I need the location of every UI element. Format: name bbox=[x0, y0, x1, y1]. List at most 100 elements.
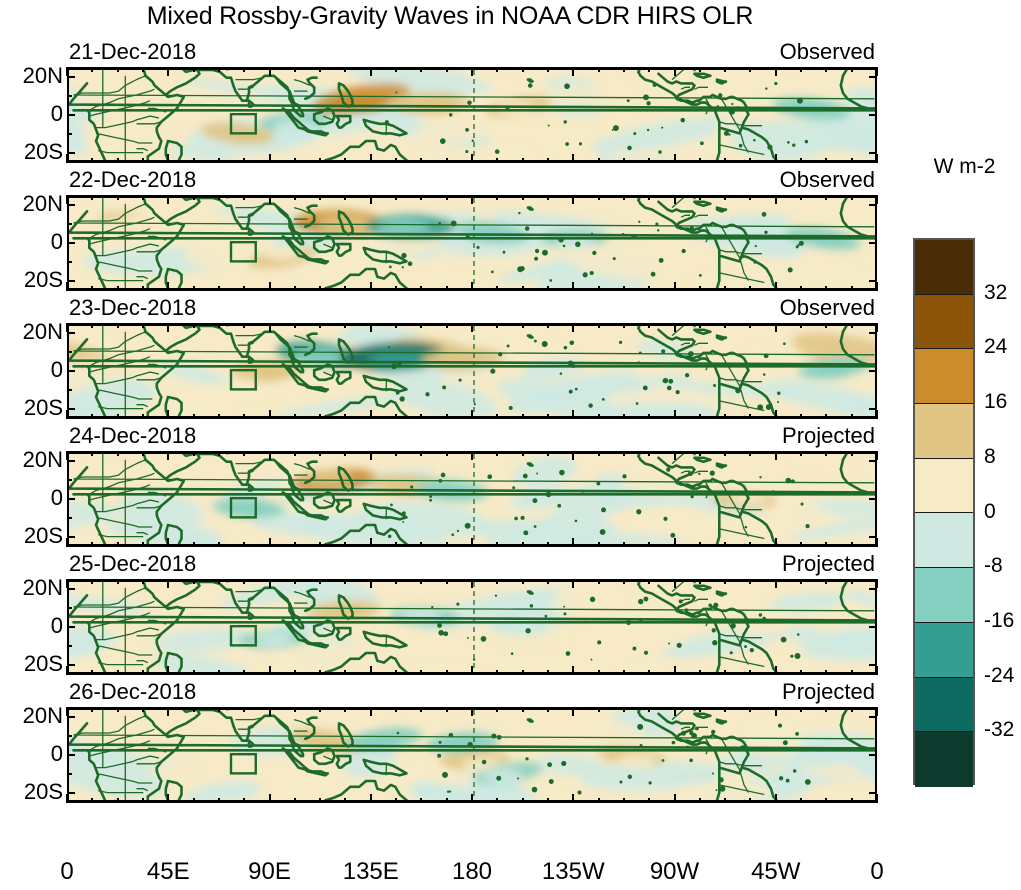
x-tick-major bbox=[66, 323, 68, 332]
x-tick-minor bbox=[597, 414, 600, 419]
x-tick-major bbox=[268, 67, 271, 76]
x-tick-minor bbox=[116, 542, 119, 547]
x-tick-minor bbox=[344, 195, 347, 200]
x-tick-minor bbox=[445, 542, 448, 547]
x-tick-major bbox=[471, 67, 473, 76]
y-axis-label: 20S bbox=[23, 395, 63, 421]
colorbar-tick-label: -8 bbox=[984, 554, 1003, 578]
x-tick-minor bbox=[546, 542, 549, 547]
map-canvas bbox=[67, 323, 877, 419]
x-tick-minor bbox=[597, 286, 600, 291]
y-tick bbox=[67, 370, 75, 372]
x-tick-minor bbox=[800, 158, 803, 163]
x-tick-minor bbox=[825, 542, 828, 547]
x-tick-major bbox=[673, 154, 676, 163]
x-tick-minor bbox=[496, 195, 499, 200]
region-box bbox=[229, 496, 257, 519]
x-tick-minor bbox=[420, 670, 423, 675]
x-tick-minor bbox=[344, 67, 347, 72]
x-tick-minor bbox=[192, 451, 195, 456]
colorbar bbox=[913, 238, 975, 787]
x-tick-major bbox=[268, 451, 271, 460]
x-tick-minor bbox=[597, 323, 600, 328]
x-axis-label: 90E bbox=[248, 858, 291, 885]
x-tick-major bbox=[774, 282, 777, 291]
x-tick-major bbox=[673, 323, 676, 332]
x-tick-minor bbox=[445, 451, 448, 456]
x-tick-minor bbox=[420, 451, 423, 456]
x-tick-minor bbox=[192, 158, 195, 163]
coastlines bbox=[69, 70, 875, 160]
x-tick-minor bbox=[850, 579, 853, 584]
x-tick-minor bbox=[698, 451, 701, 456]
colorbar-segment bbox=[915, 458, 973, 514]
x-tick-major bbox=[167, 538, 170, 547]
y-tick bbox=[67, 754, 75, 756]
x-tick-minor bbox=[141, 323, 144, 328]
y-tick bbox=[67, 498, 75, 500]
x-tick-minor bbox=[546, 798, 549, 803]
x-tick-minor bbox=[445, 195, 448, 200]
x-tick-minor bbox=[622, 798, 625, 803]
x-tick-minor bbox=[800, 195, 803, 200]
y-tick bbox=[869, 715, 877, 718]
x-tick-minor bbox=[724, 158, 727, 163]
x-tick-major bbox=[876, 323, 878, 332]
x-tick-major bbox=[876, 67, 878, 76]
x-tick-minor bbox=[141, 670, 144, 675]
x-tick-minor bbox=[648, 707, 651, 712]
x-tick-minor bbox=[395, 323, 398, 328]
x-tick-major bbox=[774, 154, 777, 163]
y-axis-label: 0 bbox=[50, 101, 63, 126]
x-tick-major bbox=[876, 666, 878, 675]
x-tick-minor bbox=[141, 579, 144, 584]
x-tick-minor bbox=[395, 158, 398, 163]
x-tick-major bbox=[673, 538, 676, 547]
x-tick-minor bbox=[622, 670, 625, 675]
x-tick-major bbox=[471, 323, 473, 332]
x-tick-minor bbox=[420, 542, 423, 547]
map-panel-1: 21-Dec-2018 Observed 20N 0 20S bbox=[23, 39, 878, 164]
x-tick-minor bbox=[749, 323, 752, 328]
x-tick-minor bbox=[293, 323, 296, 328]
x-tick-major bbox=[167, 410, 170, 419]
x-tick-minor bbox=[800, 414, 803, 419]
x-tick-major bbox=[167, 666, 170, 675]
x-tick-minor bbox=[192, 542, 195, 547]
x-tick-minor bbox=[648, 798, 651, 803]
x-axis-label: 90W bbox=[649, 858, 700, 885]
x-tick-minor bbox=[91, 542, 94, 547]
y-tick-minor bbox=[67, 645, 72, 648]
x-tick-major bbox=[471, 195, 473, 204]
x-tick-major bbox=[167, 195, 170, 204]
panel-status-label: Observed bbox=[779, 167, 875, 192]
x-tick-major bbox=[572, 451, 575, 460]
x-tick-major bbox=[572, 538, 575, 547]
x-tick-minor bbox=[217, 323, 220, 328]
x-tick-minor bbox=[217, 195, 220, 200]
x-tick-minor bbox=[116, 579, 119, 584]
x-tick-minor bbox=[597, 542, 600, 547]
x-tick-minor bbox=[192, 579, 195, 584]
x-tick-minor bbox=[749, 195, 752, 200]
x-tick-minor bbox=[91, 798, 94, 803]
x-tick-minor bbox=[395, 414, 398, 419]
figure-title: Mixed Rossby-Gravity Waves in NOAA CDR H… bbox=[146, 2, 754, 30]
x-tick-minor bbox=[116, 451, 119, 456]
x-tick-minor bbox=[496, 67, 499, 72]
x-tick-major bbox=[774, 579, 777, 588]
x-tick-minor bbox=[648, 542, 651, 547]
x-tick-major bbox=[673, 195, 676, 204]
x-tick-minor bbox=[91, 670, 94, 675]
x-tick-major bbox=[66, 579, 68, 588]
x-tick-minor bbox=[141, 451, 144, 456]
x-tick-minor bbox=[243, 707, 246, 712]
x-tick-minor bbox=[116, 323, 119, 328]
y-tick bbox=[67, 331, 75, 334]
x-tick-minor bbox=[800, 798, 803, 803]
x-tick-minor bbox=[648, 670, 651, 675]
x-tick-minor bbox=[344, 158, 347, 163]
x-tick-minor bbox=[800, 323, 803, 328]
x-tick-minor bbox=[825, 579, 828, 584]
